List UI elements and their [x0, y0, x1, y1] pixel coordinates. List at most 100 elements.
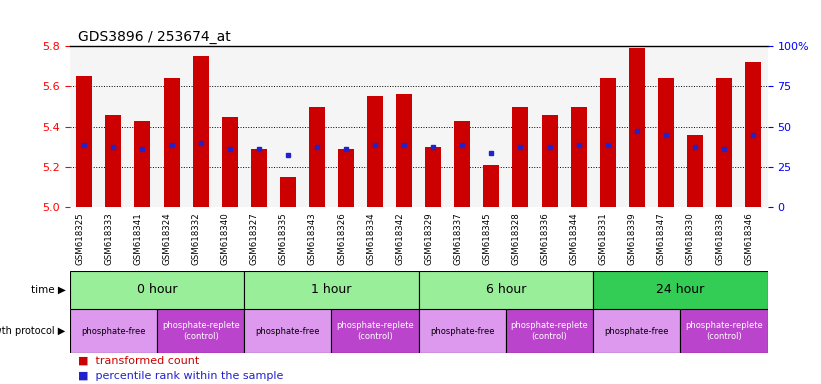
Bar — [745, 62, 761, 207]
Text: GSM618330: GSM618330 — [686, 213, 695, 265]
Bar — [658, 78, 674, 207]
Bar — [360, 46, 390, 207]
Bar — [163, 78, 180, 207]
Bar — [245, 309, 332, 353]
Text: GSM618340: GSM618340 — [221, 213, 230, 265]
Bar — [338, 149, 354, 207]
Bar — [477, 46, 506, 207]
Text: GSM618344: GSM618344 — [570, 213, 579, 265]
Text: GSM618326: GSM618326 — [337, 213, 346, 265]
Bar — [651, 46, 681, 207]
Bar — [454, 121, 470, 207]
Bar — [222, 117, 238, 207]
Text: 24 hour: 24 hour — [656, 283, 704, 296]
Bar — [99, 46, 128, 207]
Bar — [484, 165, 499, 207]
Text: GDS3896 / 253674_at: GDS3896 / 253674_at — [78, 30, 231, 44]
Text: GSM618336: GSM618336 — [540, 213, 549, 265]
Bar — [681, 309, 768, 353]
Bar — [512, 106, 529, 207]
Bar — [273, 46, 302, 207]
Bar — [245, 271, 419, 309]
Bar — [157, 309, 245, 353]
Text: 1 hour: 1 hour — [311, 283, 351, 296]
Bar — [105, 114, 122, 207]
Bar — [506, 309, 594, 353]
Bar — [332, 46, 360, 207]
Bar — [215, 46, 245, 207]
Bar — [245, 46, 273, 207]
Bar — [687, 135, 703, 207]
Bar — [367, 96, 383, 207]
Text: GSM618335: GSM618335 — [279, 213, 288, 265]
Bar — [135, 121, 150, 207]
Bar — [157, 46, 186, 207]
Bar — [193, 56, 209, 207]
Text: phosphate-replete
(control): phosphate-replete (control) — [511, 321, 589, 341]
Bar — [739, 46, 768, 207]
Bar — [599, 78, 616, 207]
Bar — [332, 309, 419, 353]
Text: GSM618332: GSM618332 — [191, 213, 200, 265]
Bar — [594, 46, 622, 207]
Bar — [629, 48, 644, 207]
Bar — [622, 46, 651, 207]
Bar — [594, 271, 768, 309]
Text: GSM618347: GSM618347 — [657, 213, 666, 265]
Text: GSM618345: GSM618345 — [483, 213, 492, 265]
Text: GSM618329: GSM618329 — [424, 213, 433, 265]
Bar — [681, 46, 709, 207]
Bar — [309, 106, 325, 207]
Text: phosphate-free: phosphate-free — [81, 327, 145, 336]
Text: GSM618333: GSM618333 — [104, 213, 113, 265]
Text: growth protocol ▶: growth protocol ▶ — [0, 326, 66, 336]
Bar — [70, 309, 157, 353]
Text: phosphate-replete
(control): phosphate-replete (control) — [337, 321, 414, 341]
Bar — [447, 46, 477, 207]
Text: 6 hour: 6 hour — [486, 283, 526, 296]
Bar — [419, 46, 447, 207]
Bar — [542, 114, 557, 207]
Text: GSM618337: GSM618337 — [453, 213, 462, 265]
Bar — [419, 309, 506, 353]
Text: phosphate-free: phosphate-free — [604, 327, 669, 336]
Text: GSM618346: GSM618346 — [744, 213, 753, 265]
Text: time ▶: time ▶ — [31, 285, 66, 295]
Bar — [76, 76, 92, 207]
Bar — [70, 271, 245, 309]
Text: phosphate-replete
(control): phosphate-replete (control) — [162, 321, 240, 341]
Bar — [70, 46, 99, 207]
Text: phosphate-free: phosphate-free — [430, 327, 494, 336]
Bar — [571, 106, 587, 207]
Bar — [390, 46, 419, 207]
Text: ■  transformed count: ■ transformed count — [78, 356, 200, 366]
Text: GSM618327: GSM618327 — [250, 213, 259, 265]
Text: GSM618328: GSM618328 — [511, 213, 521, 265]
Text: 0 hour: 0 hour — [137, 283, 177, 296]
Bar — [506, 46, 535, 207]
Bar — [535, 46, 564, 207]
Text: GSM618339: GSM618339 — [628, 213, 637, 265]
Bar — [425, 147, 441, 207]
Bar — [280, 177, 296, 207]
Bar — [302, 46, 332, 207]
Bar — [128, 46, 157, 207]
Text: GSM618343: GSM618343 — [308, 213, 317, 265]
Text: GSM618341: GSM618341 — [134, 213, 143, 265]
Bar — [186, 46, 215, 207]
Text: phosphate-free: phosphate-free — [255, 327, 320, 336]
Text: GSM618338: GSM618338 — [715, 213, 724, 265]
Bar — [716, 78, 732, 207]
Text: ■  percentile rank within the sample: ■ percentile rank within the sample — [78, 371, 283, 381]
Text: GSM618342: GSM618342 — [395, 213, 404, 265]
Bar — [419, 271, 594, 309]
Text: phosphate-replete
(control): phosphate-replete (control) — [686, 321, 763, 341]
Bar — [709, 46, 739, 207]
Bar — [250, 149, 267, 207]
Text: GSM618331: GSM618331 — [599, 213, 608, 265]
Text: GSM618325: GSM618325 — [76, 213, 85, 265]
Bar — [397, 94, 412, 207]
Bar — [564, 46, 594, 207]
Text: GSM618334: GSM618334 — [366, 213, 375, 265]
Bar — [594, 309, 681, 353]
